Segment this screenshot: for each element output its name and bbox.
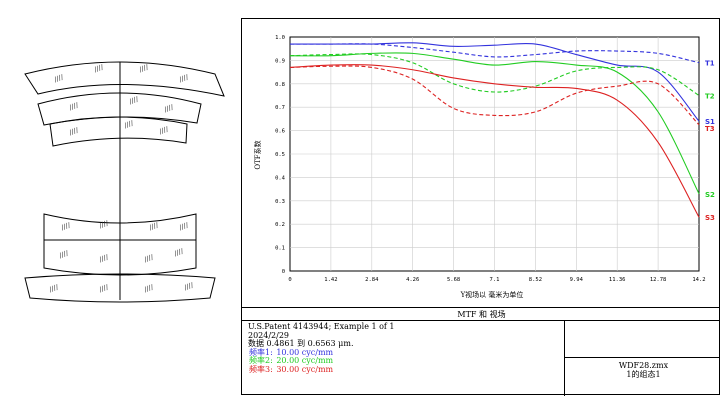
freq3-value: 30.00 cyc/mm <box>276 364 334 374</box>
chart-series <box>289 42 700 218</box>
lens-element-6 <box>24 273 216 303</box>
configuration: 1的组态1 <box>626 370 661 379</box>
x-tick-label: 7.1 <box>490 277 500 283</box>
file-info-box: WDF28.zmx 1的组态1 <box>564 321 720 396</box>
x-tick-label: 12.78 <box>650 277 667 283</box>
x-tick-label: 5.68 <box>447 277 460 283</box>
line-label-t1: T1 <box>705 60 715 68</box>
x-tick-label: 8.52 <box>529 277 542 283</box>
line-label-s1: S1 <box>705 118 715 126</box>
line-label-t3: T3 <box>705 125 715 133</box>
y-tick-label: 0.4 <box>275 175 286 181</box>
x-tick-label: 11.36 <box>609 277 626 283</box>
svg-text:////: //// <box>128 95 140 106</box>
svg-text:////: //// <box>60 221 72 232</box>
svg-text:////: //// <box>178 221 190 232</box>
series-line-s3 <box>289 64 700 218</box>
svg-text:////: //// <box>183 281 195 292</box>
series-line-s2 <box>289 52 700 195</box>
y-tick-label: 0.3 <box>275 199 285 205</box>
freq3-label: 频率3: <box>249 364 273 374</box>
chart-title: MTF 和 视场 <box>242 307 720 321</box>
x-tick-label: 1.42 <box>324 277 337 283</box>
freq3-line: 频率3: 30.00 cyc/mm <box>248 364 395 375</box>
svg-text:////: //// <box>53 73 65 84</box>
x-tick-label: 14.2 <box>692 277 705 283</box>
info-block: U.S.Patent 4143944; Example 1 of 1 2024/… <box>248 322 395 375</box>
svg-text:////: //// <box>93 63 105 74</box>
lens-element-4 <box>43 213 197 241</box>
line-label-t2: T2 <box>705 93 715 101</box>
line-label-s2: S2 <box>705 191 715 199</box>
svg-text:////: //// <box>68 126 80 137</box>
lens-element-3 <box>49 116 188 147</box>
svg-text:////: //// <box>163 103 175 114</box>
divider <box>565 357 720 358</box>
x-tick-label: 4.26 <box>406 277 419 283</box>
mtf-chart: 0 1.42 2.84 4.26 5.68 7.1 8.52 9.94 11.36 12.78 14… <box>253 35 715 299</box>
svg-text:////: //// <box>178 73 190 84</box>
mtf-panel: 0 1.42 2.84 4.26 5.68 7.1 8.52 9.94 11.36 12.78 14… <box>241 18 720 396</box>
y-tick-label: 0.2 <box>275 222 285 228</box>
svg-text:////: //// <box>143 253 155 264</box>
wavelength-line: 数据 0.4861 到 0.6563 μm. <box>248 339 354 349</box>
svg-text:////: //// <box>68 101 80 112</box>
freq1-label: 频率1: <box>249 347 273 357</box>
y-tick-label: 0.7 <box>275 105 285 111</box>
y-tick-label: 0.8 <box>275 82 285 88</box>
y-tick-label: 0.6 <box>275 129 285 135</box>
x-tick-label: 0 <box>288 277 291 283</box>
freq1-line: 频率1: 10.00 cyc/mm <box>248 347 395 358</box>
svg-text:////: //// <box>48 283 60 294</box>
series-line-s1 <box>290 42 700 122</box>
series-line-t1 <box>290 43 700 64</box>
patent-line: U.S.Patent 4143944; Example 1 of 1 <box>248 322 395 331</box>
x-tick-label: 2.84 <box>365 277 379 283</box>
y-tick-label: 0.1 <box>275 246 285 252</box>
x-tick-label: 9.94 <box>570 277 584 283</box>
chart-ticks: 0 1.42 2.84 4.26 5.68 7.1 8.52 9.94 11.36 12.78 14… <box>275 35 706 283</box>
svg-text:////: //// <box>58 249 70 260</box>
lens-layout-diagram: //// //// //// //// //// //// //// //// … <box>24 61 225 303</box>
svg-text:////: //// <box>138 63 150 74</box>
freq2-label: 频率2: <box>249 356 273 366</box>
svg-text:////: //// <box>143 283 155 294</box>
y-tick-label: 0.9 <box>275 58 285 64</box>
svg-text:////: //// <box>98 283 110 294</box>
y-tick-label: 0 <box>282 269 285 275</box>
svg-text:////: //// <box>158 125 170 136</box>
freq2-line: 频率2: 20.00 cyc/mm <box>248 357 395 366</box>
date-line: 2024/2/29 <box>248 330 290 340</box>
line-label-s3: S3 <box>705 214 715 222</box>
file-name: WDF28.zmx <box>618 361 669 370</box>
lens-element-1 <box>24 61 225 97</box>
svg-text:////: //// <box>148 221 160 232</box>
svg-text:////: //// <box>98 219 110 230</box>
x-axis-label: Y视场以 毫米为单位 <box>460 290 524 299</box>
freq1-value: 10.00 cyc/mm <box>276 347 334 357</box>
series-line-t2 <box>289 53 700 96</box>
y-tick-label: 0.5 <box>275 152 285 158</box>
svg-text:////: //// <box>173 247 185 258</box>
series-line-t3 <box>289 65 700 126</box>
lens-element-5 <box>43 239 197 276</box>
y-tick-label: 1.0 <box>275 35 285 41</box>
file-info: WDF28.zmx 1的组态1 <box>565 361 720 379</box>
svg-text:////: //// <box>98 253 110 264</box>
y-axis-label: OTF系数 <box>253 140 262 169</box>
freq2-value: 20.00 cyc/mm <box>276 356 334 366</box>
glass-hatching: //// //// //// //// //// //// //// //// … <box>48 63 195 294</box>
chart-grid <box>289 36 700 272</box>
svg-text:////: //// <box>123 119 135 130</box>
